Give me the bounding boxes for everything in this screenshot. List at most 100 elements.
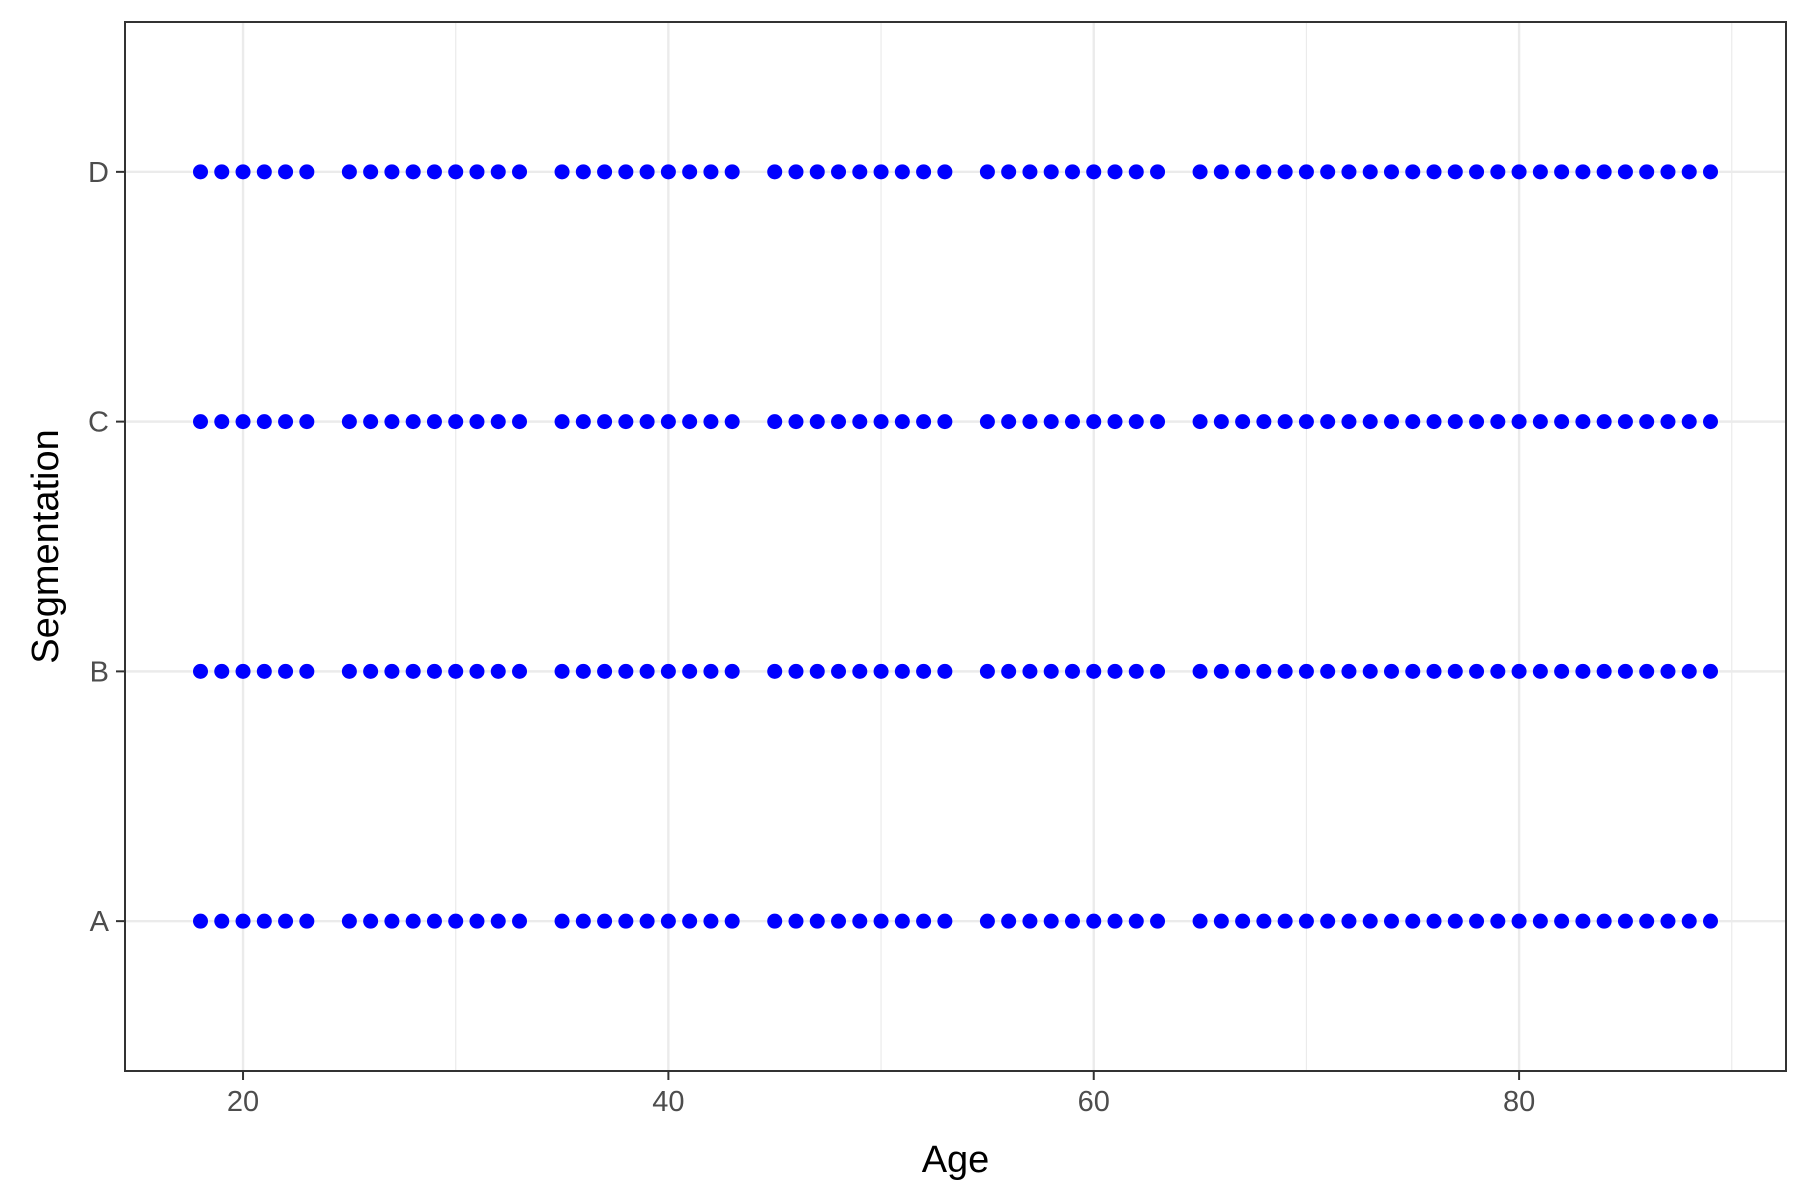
data-point	[1426, 164, 1442, 180]
data-point	[193, 414, 208, 430]
data-point	[214, 663, 230, 679]
data-point	[618, 414, 634, 430]
data-point	[1107, 164, 1123, 180]
data-point	[1192, 913, 1208, 929]
data-point	[554, 913, 570, 929]
data-point	[1617, 164, 1633, 180]
data-point	[1128, 164, 1144, 180]
data-point	[1554, 663, 1570, 679]
data-point	[1043, 164, 1059, 180]
data-point	[660, 164, 676, 180]
data-point	[1320, 663, 1336, 679]
data-point	[1383, 663, 1399, 679]
data-point	[1235, 164, 1251, 180]
data-point	[1383, 164, 1399, 180]
data-point	[1086, 414, 1102, 430]
data-point	[1681, 913, 1697, 929]
data-point	[278, 414, 294, 430]
data-point	[1001, 663, 1017, 679]
data-point	[660, 913, 676, 929]
data-point	[1043, 663, 1059, 679]
data-point	[682, 414, 698, 430]
data-point	[235, 414, 251, 430]
data-point	[809, 164, 825, 180]
data-point	[788, 414, 804, 430]
data-point	[1128, 663, 1144, 679]
data-point	[1235, 913, 1251, 929]
data-point	[405, 164, 421, 180]
data-point	[1192, 663, 1208, 679]
series-c	[193, 414, 1718, 430]
data-point	[1107, 414, 1123, 430]
data-point	[1383, 414, 1399, 430]
data-point	[1022, 913, 1038, 929]
data-point	[554, 414, 570, 430]
data-point	[1256, 164, 1272, 180]
data-point	[1554, 164, 1570, 180]
data-point	[363, 913, 379, 929]
data-point	[1341, 913, 1357, 929]
data-point	[1298, 414, 1314, 430]
data-point	[597, 164, 613, 180]
data-point	[1001, 414, 1017, 430]
data-point	[618, 663, 634, 679]
data-point	[1447, 663, 1463, 679]
data-point	[426, 663, 442, 679]
data-point	[384, 414, 400, 430]
data-point	[1532, 414, 1548, 430]
y-tick-label: D	[88, 157, 109, 189]
data-point	[660, 414, 676, 430]
data-point	[724, 663, 740, 679]
data-point	[1001, 164, 1017, 180]
data-point	[1469, 164, 1485, 180]
data-point	[299, 164, 315, 180]
data-point	[597, 913, 613, 929]
data-point	[1617, 663, 1633, 679]
x-tick-label: 60	[1078, 1086, 1110, 1118]
data-point	[214, 913, 230, 929]
data-point	[1341, 663, 1357, 679]
data-point	[1128, 913, 1144, 929]
data-point	[1277, 663, 1293, 679]
data-point	[831, 663, 847, 679]
data-point	[1639, 913, 1655, 929]
data-point	[639, 414, 655, 430]
data-point	[405, 663, 421, 679]
panel-border	[124, 21, 1787, 1072]
data-point	[1575, 414, 1591, 430]
data-point	[1639, 164, 1655, 180]
data-point	[724, 164, 740, 180]
data-point	[916, 164, 932, 180]
data-point	[1596, 663, 1612, 679]
data-point	[1064, 164, 1080, 180]
data-point	[469, 913, 485, 929]
data-point	[1469, 663, 1485, 679]
data-point	[1235, 414, 1251, 430]
data-point	[703, 913, 719, 929]
data-point	[1532, 913, 1548, 929]
data-point	[1511, 913, 1527, 929]
data-point	[299, 414, 315, 430]
data-point	[703, 663, 719, 679]
data-point	[469, 414, 485, 430]
data-point	[1469, 414, 1485, 430]
data-point	[809, 913, 825, 929]
data-point	[703, 164, 719, 180]
data-point	[1575, 164, 1591, 180]
y-tick-label: B	[90, 656, 109, 688]
data-point	[1575, 913, 1591, 929]
data-point	[193, 913, 208, 929]
data-point	[1086, 164, 1102, 180]
data-point	[1660, 913, 1676, 929]
data-point	[299, 663, 315, 679]
data-point	[1405, 414, 1421, 430]
data-point	[1490, 913, 1506, 929]
data-point	[1064, 663, 1080, 679]
data-point	[937, 663, 953, 679]
data-point	[512, 414, 528, 430]
series-a	[193, 913, 1718, 929]
data-point	[788, 663, 804, 679]
data-point	[1150, 913, 1166, 929]
series-b	[193, 663, 1718, 679]
data-point	[788, 913, 804, 929]
